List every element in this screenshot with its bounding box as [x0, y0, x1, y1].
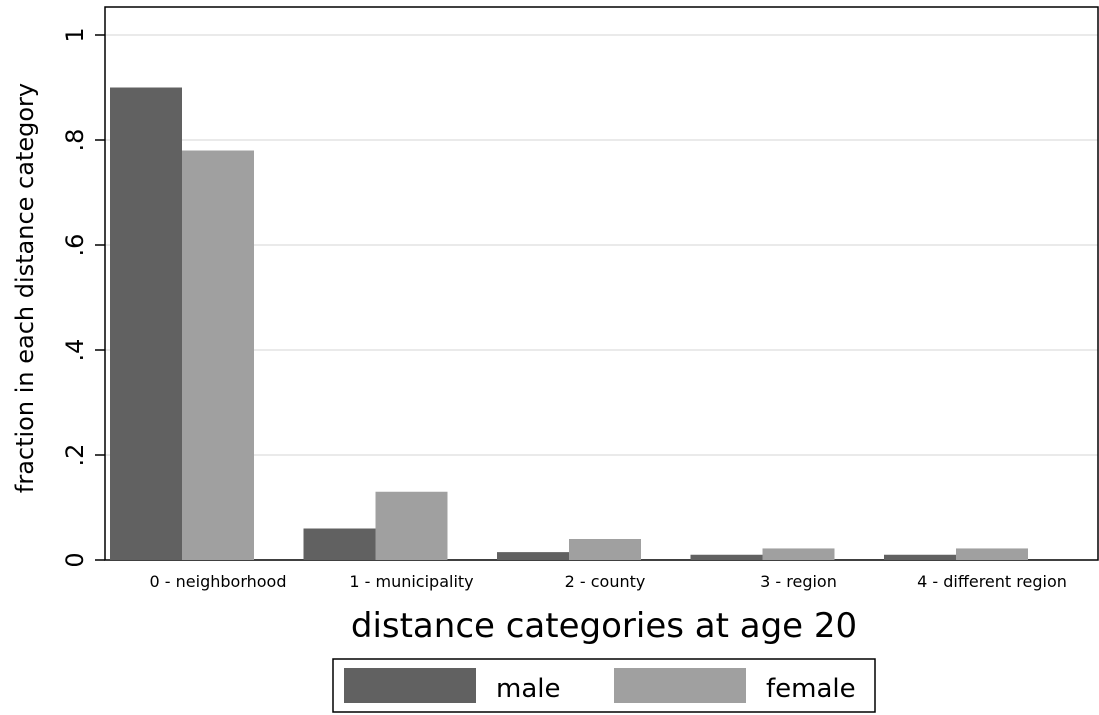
bar-male-4	[884, 554, 956, 560]
y-axis: 0 .2 .4 .6 .8 1	[61, 27, 105, 568]
y-tick-label: 0	[61, 552, 89, 567]
x-tick-label: 4 - different region	[917, 572, 1067, 591]
x-tick-label: 2 - county	[565, 572, 646, 591]
x-axis-title: distance categories at age 20	[351, 606, 857, 646]
bar-male-0	[110, 87, 182, 560]
bar-male-1	[303, 528, 376, 560]
y-tick-label: .2	[61, 444, 89, 467]
x-tick-label: 3 - region	[760, 572, 837, 591]
y-axis-title: fraction in each distance category	[11, 83, 39, 493]
gridlines	[105, 34, 1098, 456]
x-axis: 0 - neighborhood 1 - municipality 2 - coun…	[150, 572, 1067, 591]
bar-female-2	[569, 539, 641, 560]
x-tick-label: 0 - neighborhood	[150, 572, 287, 591]
legend: male female	[332, 658, 876, 713]
bar-male-2	[497, 552, 569, 560]
bar-male-3	[690, 554, 763, 560]
y-tick-label: .4	[61, 339, 89, 362]
y-tick-label: 1	[61, 27, 89, 42]
bar-female-3	[762, 548, 835, 560]
legend-swatch-female	[614, 668, 746, 703]
y-tick-label: .8	[61, 129, 89, 152]
legend-label-female: female	[766, 674, 856, 704]
bar-female-4	[956, 548, 1028, 560]
bars	[110, 87, 1028, 560]
legend-swatch-male	[344, 668, 476, 703]
legend-label-male: male	[496, 674, 560, 704]
bar-female-0	[182, 150, 254, 560]
x-tick-label: 1 - municipality	[349, 572, 473, 591]
bar-female-1	[375, 491, 448, 560]
y-tick-label: .6	[61, 234, 89, 257]
